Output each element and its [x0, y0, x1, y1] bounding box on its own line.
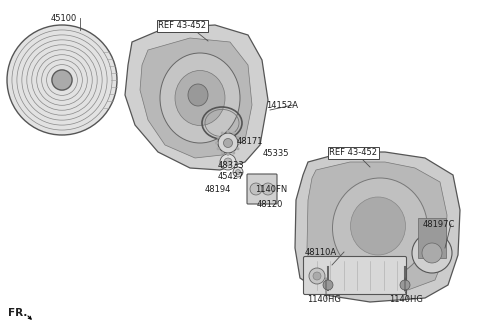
Circle shape — [227, 153, 229, 156]
Text: REF 43-452: REF 43-452 — [158, 21, 206, 30]
Text: 48120: 48120 — [257, 200, 283, 209]
Circle shape — [224, 158, 232, 166]
Ellipse shape — [52, 70, 72, 90]
Circle shape — [215, 142, 218, 145]
Text: 48110A: 48110A — [305, 248, 337, 257]
Circle shape — [237, 147, 240, 150]
Circle shape — [236, 169, 240, 175]
Polygon shape — [125, 25, 268, 170]
Text: 45335: 45335 — [263, 149, 289, 158]
Polygon shape — [307, 162, 447, 293]
Circle shape — [221, 131, 224, 134]
Ellipse shape — [175, 71, 225, 126]
Text: 48197C: 48197C — [423, 220, 456, 229]
Circle shape — [422, 243, 442, 263]
Polygon shape — [140, 38, 252, 158]
Text: 48171: 48171 — [237, 137, 264, 146]
Circle shape — [227, 130, 229, 133]
Text: 45100: 45100 — [51, 14, 77, 23]
Circle shape — [309, 268, 325, 284]
Text: 1140FN: 1140FN — [255, 185, 287, 194]
Bar — [418, 218, 446, 258]
Text: 1140HG: 1140HG — [389, 295, 423, 304]
Circle shape — [238, 142, 241, 145]
Circle shape — [412, 233, 452, 273]
Circle shape — [323, 280, 333, 290]
Circle shape — [400, 280, 410, 290]
Ellipse shape — [333, 178, 428, 278]
FancyBboxPatch shape — [247, 174, 277, 204]
Ellipse shape — [160, 53, 240, 143]
Circle shape — [262, 183, 274, 195]
Text: 1140HG: 1140HG — [307, 295, 341, 304]
Text: FR.: FR. — [8, 308, 27, 318]
Text: REF 43-452: REF 43-452 — [329, 148, 377, 157]
Circle shape — [220, 154, 236, 170]
Text: 14152A: 14152A — [266, 101, 298, 110]
Text: 48333: 48333 — [218, 161, 245, 170]
FancyBboxPatch shape — [303, 256, 407, 295]
Circle shape — [224, 139, 232, 147]
Circle shape — [233, 167, 243, 177]
Circle shape — [250, 183, 262, 195]
Text: 45427: 45427 — [218, 172, 244, 181]
Circle shape — [216, 147, 219, 150]
Circle shape — [237, 136, 240, 139]
Circle shape — [313, 272, 321, 280]
Circle shape — [218, 133, 238, 153]
Polygon shape — [295, 152, 460, 302]
Ellipse shape — [188, 84, 208, 106]
Text: 48194: 48194 — [205, 185, 231, 194]
Circle shape — [232, 151, 235, 154]
Circle shape — [232, 131, 235, 134]
Circle shape — [221, 151, 224, 154]
Circle shape — [216, 136, 219, 139]
Ellipse shape — [7, 25, 117, 135]
Ellipse shape — [350, 197, 406, 255]
